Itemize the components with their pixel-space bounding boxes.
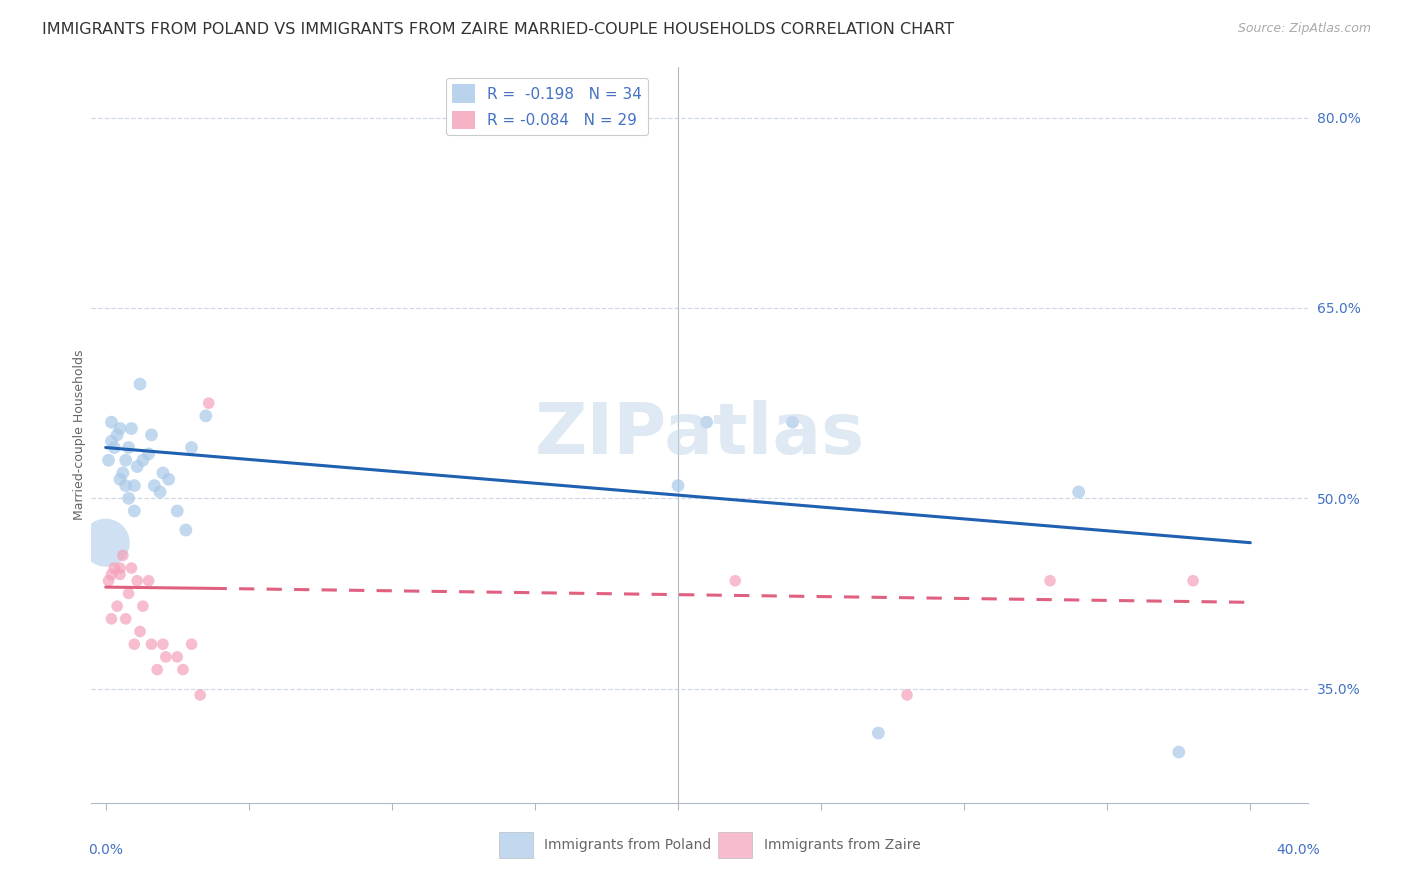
Point (124, 637, 146, 651)
Point (146, 663, 169, 677)
Legend: R =  -0.198   N = 34, R = -0.084   N = 29: R = -0.198 N = 34, R = -0.084 N = 29 (446, 78, 648, 136)
Point (120, 421, 142, 435)
Point (108, 472, 131, 486)
Point (97, 574, 120, 588)
Point (149, 485, 172, 500)
Point (194, 409, 217, 423)
Point (138, 574, 160, 588)
Text: Immigrants from Zaire: Immigrants from Zaire (763, 838, 921, 852)
Point (132, 453, 155, 467)
Point (666, 478, 689, 492)
Point (117, 441, 139, 455)
Text: ZIPatlas: ZIPatlas (534, 401, 865, 469)
Text: 40.0%: 40.0% (1275, 843, 1320, 857)
Point (1039, 574, 1062, 588)
Point (94, 535, 117, 549)
Point (117, 491, 139, 506)
Point (180, 441, 202, 455)
Point (124, 478, 146, 492)
Point (105, 599, 128, 614)
Point (100, 612, 122, 626)
Point (197, 396, 219, 410)
Point (100, 434, 122, 449)
Point (114, 478, 136, 492)
Point (100, 567, 122, 582)
Point (114, 453, 136, 467)
Point (155, 649, 177, 664)
Point (141, 427, 163, 442)
Point (103, 561, 125, 575)
Point (100, 415, 122, 429)
Point (896, 688, 918, 702)
Point (157, 472, 180, 486)
Point (129, 624, 152, 639)
Point (124, 504, 146, 518)
Point (180, 637, 202, 651)
Point (97, 453, 120, 467)
Point (143, 478, 166, 492)
Point (127, 574, 149, 588)
Point (166, 504, 188, 518)
Point (129, 377, 152, 392)
Y-axis label: Married-couple Households: Married-couple Households (73, 350, 86, 520)
Text: Immigrants from Poland: Immigrants from Poland (544, 838, 711, 852)
Point (724, 574, 747, 588)
Point (172, 663, 194, 677)
Point (782, 415, 804, 429)
Point (174, 523, 197, 537)
Point (868, 726, 890, 740)
FancyBboxPatch shape (717, 832, 752, 858)
Point (108, 567, 131, 582)
Point (132, 599, 155, 614)
Point (103, 441, 125, 455)
Point (141, 637, 163, 651)
Point (105, 427, 128, 442)
Point (1182, 574, 1205, 588)
Point (166, 649, 188, 664)
Point (117, 586, 139, 600)
Point (114, 612, 136, 626)
Point (1167, 745, 1189, 759)
Point (152, 637, 174, 651)
Text: 0.0%: 0.0% (89, 843, 122, 857)
Point (111, 466, 134, 480)
Point (127, 459, 149, 474)
Point (1067, 485, 1090, 500)
Point (108, 561, 131, 575)
Text: Source: ZipAtlas.com: Source: ZipAtlas.com (1237, 22, 1371, 36)
FancyBboxPatch shape (499, 832, 533, 858)
Point (696, 415, 718, 429)
Text: IMMIGRANTS FROM POLAND VS IMMIGRANTS FROM ZAIRE MARRIED-COUPLE HOUSEHOLDS CORREL: IMMIGRANTS FROM POLAND VS IMMIGRANTS FRO… (42, 22, 955, 37)
Point (152, 466, 174, 480)
Point (111, 549, 134, 563)
Point (188, 688, 211, 702)
Point (108, 421, 131, 435)
Point (120, 561, 142, 575)
Point (138, 447, 160, 461)
